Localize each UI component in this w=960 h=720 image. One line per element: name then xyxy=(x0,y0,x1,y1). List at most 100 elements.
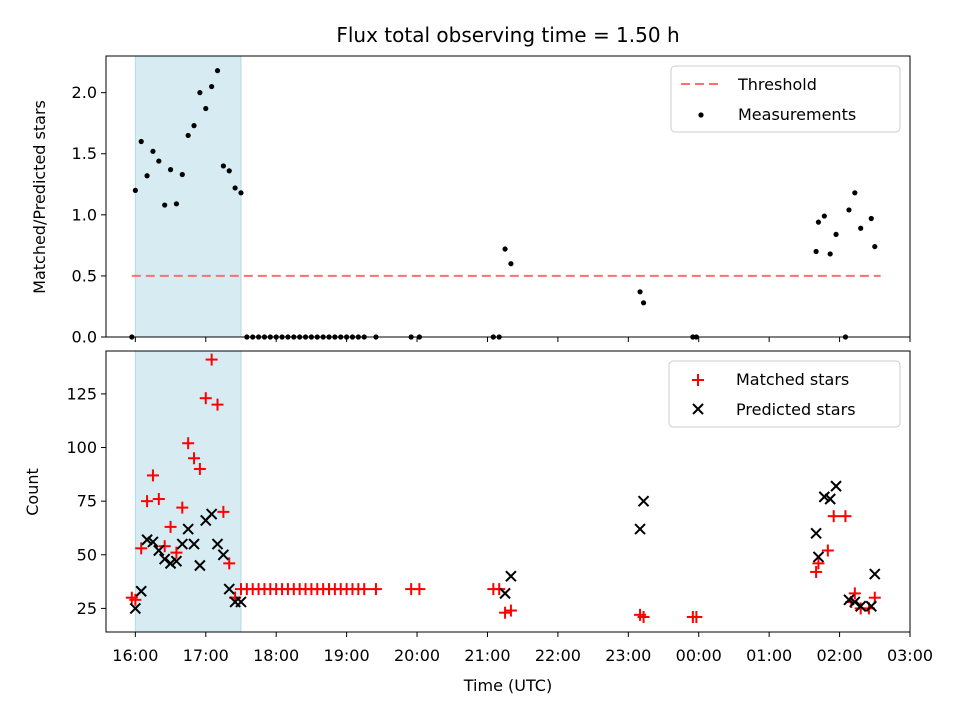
predicted-star-point xyxy=(637,495,650,507)
matched-star-point xyxy=(182,437,195,450)
predicted-star-point xyxy=(170,555,183,567)
matched-star-point xyxy=(637,610,650,623)
x-axis-label: Time (UTC) xyxy=(463,676,552,695)
matched-star-point xyxy=(135,542,148,555)
predicted-star-point xyxy=(135,585,147,597)
predicted-star-point xyxy=(849,596,861,608)
predicted-star-point xyxy=(211,538,224,550)
predicted-star-point xyxy=(499,587,511,600)
x-tick-label: 00:00 xyxy=(676,646,722,665)
y-tick-label: 0.5 xyxy=(72,266,97,285)
count-points xyxy=(125,353,881,623)
predicted-star-point xyxy=(223,583,235,595)
y-tick-label: 100 xyxy=(66,438,97,457)
measurement-point xyxy=(846,207,852,213)
predicted-star-point xyxy=(854,600,867,612)
bottom-legend-box xyxy=(668,360,901,428)
matched-star-point xyxy=(821,544,834,557)
predicted-star-point xyxy=(129,602,142,615)
predicted-star-point xyxy=(505,570,517,582)
predicted-star-point xyxy=(188,538,200,550)
measurement-point xyxy=(232,185,238,191)
measurement-point xyxy=(827,251,833,257)
predicted-star-point xyxy=(634,523,646,535)
predicted-star-point xyxy=(824,493,836,505)
measurement-point xyxy=(191,123,197,129)
predicted-star-point xyxy=(182,523,194,535)
legend-predicted-swatch xyxy=(692,403,704,415)
top-shaded-span xyxy=(134,55,242,338)
matched-star-point xyxy=(152,493,165,506)
legend-measurements-label: Measurements xyxy=(738,105,856,124)
x-tick-label: 19:00 xyxy=(324,646,370,665)
matched-star-point xyxy=(839,510,852,523)
measurement-point xyxy=(209,83,215,90)
predicted-star-point xyxy=(865,600,877,612)
matched-star-point xyxy=(369,583,382,596)
top-panel: 0.00.51.01.52.0 Matched/Predicted stars … xyxy=(30,55,911,347)
matched-star-point xyxy=(848,587,861,600)
predicted-star-point xyxy=(205,508,218,520)
predicted-star-point xyxy=(158,553,171,565)
measurement-point xyxy=(179,171,185,178)
measurement-point xyxy=(502,246,508,252)
matched-star-point xyxy=(358,583,371,596)
y-tick-label: 50 xyxy=(77,545,97,564)
matched-star-point xyxy=(504,604,517,617)
predicted-star-point xyxy=(217,549,230,561)
measurement-point xyxy=(640,300,647,306)
measurement-point xyxy=(813,248,819,255)
matched-star-point xyxy=(158,540,171,553)
measurement-point xyxy=(185,132,191,139)
top-y-ticks: 0.0 0.5 1.0 1.5 2.0 xyxy=(72,83,106,347)
matched-star-point xyxy=(690,610,703,623)
y-tick-label: 1.5 xyxy=(72,144,97,163)
matched-star-point xyxy=(812,557,825,570)
measurement-point xyxy=(214,68,221,74)
y-tick-label: 125 xyxy=(66,384,97,403)
matched-star-point xyxy=(193,462,206,475)
matched-star-point xyxy=(170,546,183,559)
x-tick-label: 02:00 xyxy=(817,646,863,665)
measurement-point xyxy=(197,90,203,96)
predicted-star-point xyxy=(810,527,822,540)
measurement-point xyxy=(162,202,168,208)
bottom-panel: 25 50 75 100 125 16:00 17:00 18:00 19:00 20:00 21… xyxy=(23,350,933,695)
matched-star-point xyxy=(211,398,224,411)
measurement-point xyxy=(138,138,144,145)
measurement-points xyxy=(129,68,878,340)
measurement-point xyxy=(220,163,226,169)
legend-matched-label: Matched stars xyxy=(736,370,849,389)
matched-star-point xyxy=(146,469,159,482)
x-tick-label: 01:00 xyxy=(746,646,792,665)
measurement-point xyxy=(868,215,874,222)
top-legend-box xyxy=(670,65,901,133)
measurement-point xyxy=(156,158,162,164)
measurement-point xyxy=(872,243,878,250)
predicted-star-point xyxy=(153,544,165,557)
predicted-star-point xyxy=(176,538,188,550)
measurement-point xyxy=(238,190,244,196)
measurement-point xyxy=(144,173,150,179)
matched-star-point xyxy=(413,583,426,596)
x-tick-label: 16:00 xyxy=(112,646,158,665)
y-tick-label: 1.0 xyxy=(72,205,97,224)
x-tick-label: 20:00 xyxy=(394,646,440,665)
measurement-point xyxy=(637,289,643,295)
matched-star-point xyxy=(141,495,154,508)
y-tick-label: 25 xyxy=(77,599,97,618)
x-tick-label: 22:00 xyxy=(535,646,581,665)
legend-predicted-label: Predicted stars xyxy=(736,400,856,419)
measurement-point xyxy=(852,190,858,196)
bottom-axes-frame xyxy=(105,350,911,633)
measurement-point xyxy=(167,167,174,173)
y-tick-label: 75 xyxy=(77,492,97,511)
matched-star-point xyxy=(810,565,823,578)
matched-star-point xyxy=(129,593,142,606)
measurement-point xyxy=(858,225,864,231)
matched-star-point xyxy=(164,520,177,533)
bottom-y-ticks: 25 50 75 100 125 xyxy=(66,384,106,618)
bottom-x-ticks: 16:00 17:00 18:00 19:00 20:00 21:00 22:00 23:00… xyxy=(112,632,933,665)
bottom-shaded-span xyxy=(134,350,242,633)
matched-star-point xyxy=(493,583,506,596)
